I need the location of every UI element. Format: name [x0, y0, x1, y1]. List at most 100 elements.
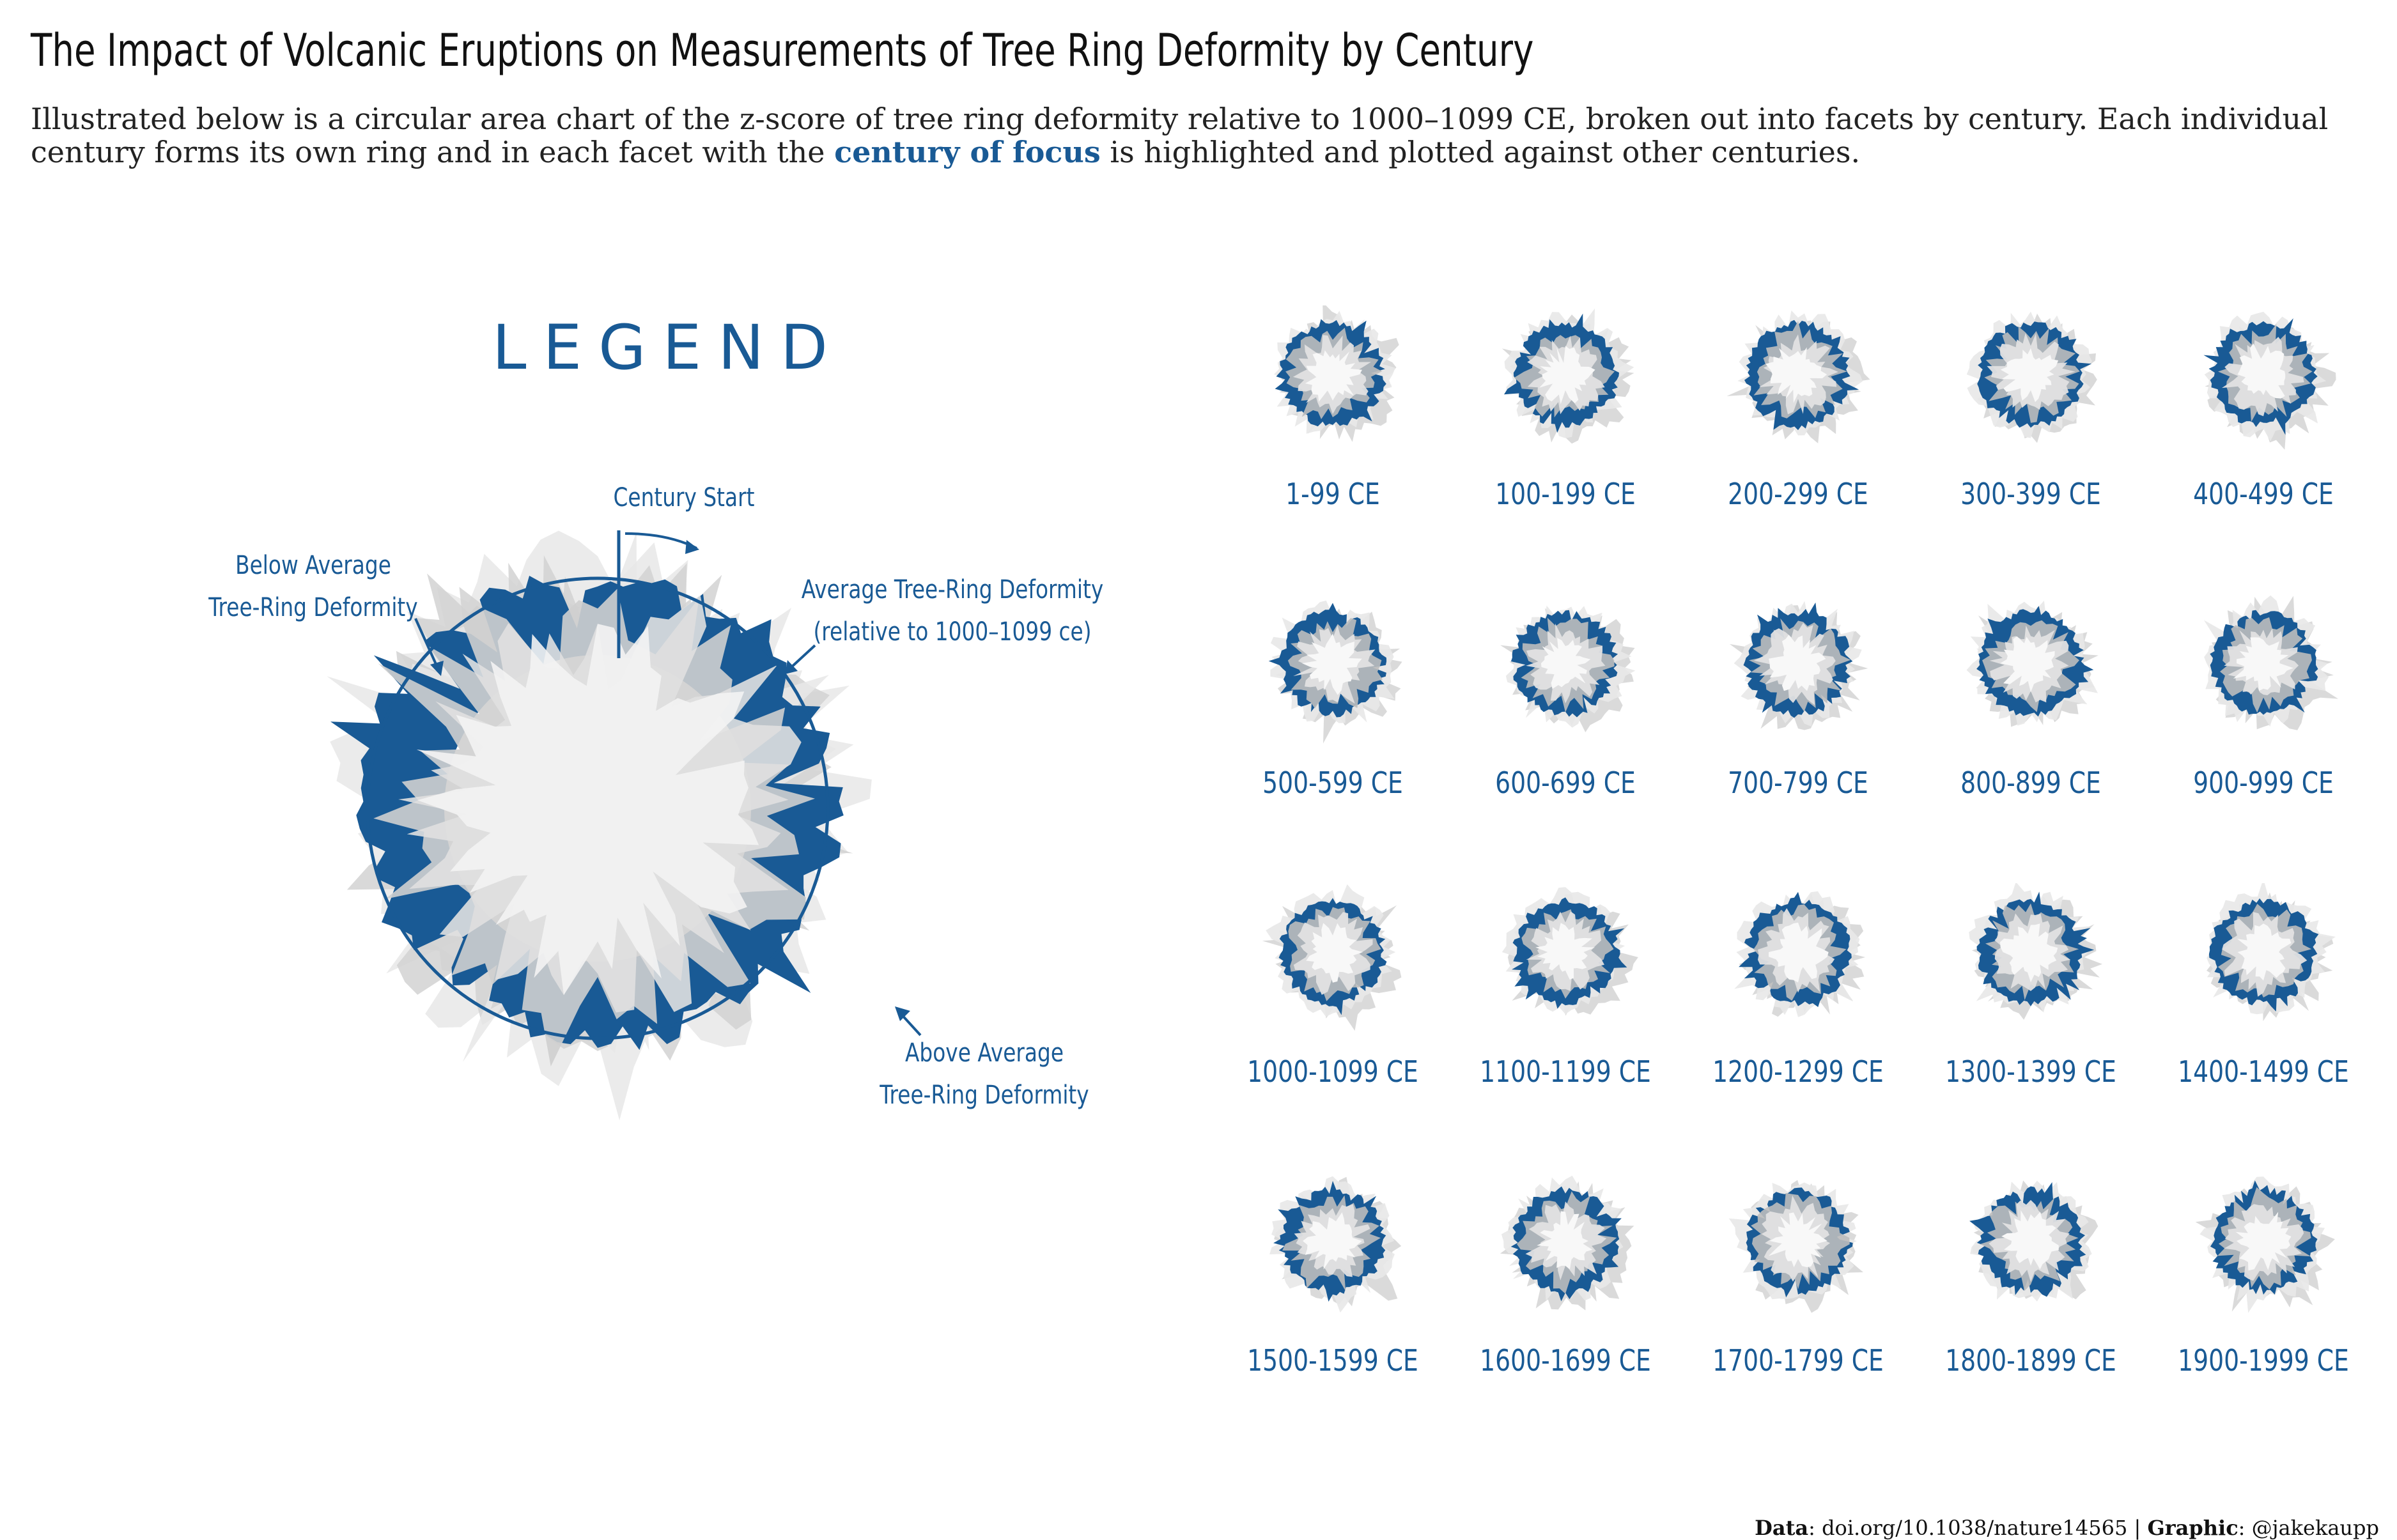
- legend-below-line1: Below Average: [235, 551, 391, 580]
- legend-average-line2: (relative to 1000–1099 ce): [813, 617, 1092, 647]
- legend-average-line1: Average Tree-Ring Deformity: [801, 575, 1104, 604]
- legend-above-arrowhead: [895, 1006, 910, 1021]
- facet-1600-1699-ce: 1600-1699 CE: [1450, 1172, 1680, 1383]
- facet-inner-spikes: [1305, 350, 1362, 402]
- facet-1900-1999-ce: 1900-1999 CE: [2148, 1172, 2378, 1383]
- facet-300-399-ce: 300-399 CE: [1916, 305, 2146, 516]
- facet-inner-spikes: [1768, 1212, 1827, 1268]
- facet-chart: [1969, 1180, 2098, 1302]
- facet-label: 1800-1899 CE: [1945, 1343, 2116, 1378]
- legend-label-century-start: Century Start: [589, 477, 778, 519]
- facet-label: 1400-1499 CE: [2178, 1054, 2349, 1089]
- facet-label: 300-399 CE: [1960, 477, 2101, 511]
- facet-label: 100-199 CE: [1495, 477, 1636, 511]
- facet-label: 1700-1799 CE: [1712, 1343, 1884, 1378]
- footer-data-value: : doi.org/10.1038/nature14565 |: [1808, 1516, 2148, 1540]
- facet-chart: [1734, 891, 1866, 1017]
- facet-400-499-ce: 400-499 CE: [2148, 305, 2378, 516]
- facet-inner-spikes: [1769, 922, 1829, 983]
- facet-label: 1200-1299 CE: [1712, 1054, 1884, 1089]
- facet-1400-1499-ce: 1400-1499 CE: [2148, 883, 2378, 1094]
- facet-chart: [1268, 600, 1402, 744]
- facet-label: 1000-1099 CE: [1247, 1054, 1418, 1089]
- facet-1-99-ce: 1-99 CE: [1218, 305, 1448, 516]
- legend-label-above-average: Above Average Tree-Ring Deformity: [880, 1032, 1089, 1116]
- facet-label: 900-999 CE: [2193, 766, 2334, 800]
- facet-inner-spikes: [1539, 346, 1595, 404]
- facet-inner-spikes: [2235, 1212, 2292, 1271]
- legend-title: LEGEND: [492, 312, 844, 383]
- legend-below-line2: Tree-Ring Deformity: [208, 593, 418, 622]
- facet-chart: [2203, 311, 2336, 450]
- facet-chart: [2207, 883, 2336, 1021]
- legend-inner-spike-area: [416, 624, 759, 996]
- facet-chart: [1726, 310, 1870, 443]
- facet-label: 1100-1199 CE: [1480, 1054, 1651, 1089]
- facet-chart: [1262, 884, 1402, 1031]
- facet-inner-spikes: [2000, 923, 2058, 983]
- facet-label: 500-599 CE: [1262, 766, 1403, 800]
- facet-inner-spikes: [2000, 348, 2059, 403]
- facet-label: 700-799 CE: [1728, 766, 1868, 800]
- facet-inner-spikes: [2237, 343, 2286, 399]
- subtitle-text-2: is highlighted and plotted against other…: [1100, 135, 1861, 169]
- legend-below-arrowhead: [430, 661, 444, 676]
- legend-century-start-text: Century Start: [613, 483, 755, 512]
- facet-label: 200-299 CE: [1728, 477, 1868, 511]
- facet-inner-spikes: [1306, 923, 1363, 983]
- legend-above-line2: Tree-Ring Deformity: [880, 1081, 1089, 1110]
- facet-inner-spikes: [2233, 637, 2293, 691]
- facet-chart: [1273, 305, 1399, 442]
- facet-1500-1599-ce: 1500-1599 CE: [1218, 1172, 1448, 1383]
- facet-900-999-ce: 900-999 CE: [2148, 594, 2378, 805]
- legend-average-arrowhead: [785, 660, 798, 674]
- facet-1800-1899-ce: 1800-1899 CE: [1916, 1172, 2146, 1383]
- legend-label-below-average: Below Average Tree-Ring Deformity: [208, 544, 418, 629]
- facet-chart: [1501, 308, 1634, 444]
- facet-inner-spikes: [1769, 635, 1826, 691]
- facet-chart: [1500, 605, 1636, 732]
- legend-label-average: Average Tree-Ring Deformity (relative to…: [800, 569, 1105, 653]
- facet-chart: [1729, 601, 1868, 730]
- subtitle-highlight: century of focus: [834, 135, 1101, 169]
- footer-graphic-label: Graphic: [2147, 1516, 2238, 1540]
- facet-inner-spikes: [1537, 1211, 1593, 1270]
- facet-600-699-ce: 600-699 CE: [1450, 594, 1680, 805]
- legend-average-pointer: [789, 644, 816, 669]
- facet-chart: [1501, 887, 1638, 1016]
- facet-1000-1099-ce: 1000-1099 CE: [1218, 883, 1448, 1094]
- footer-data-label: Data: [1755, 1516, 1809, 1540]
- facet-inner-spikes: [2000, 636, 2055, 693]
- facet-chart: [1269, 1176, 1402, 1313]
- facet-800-899-ce: 800-899 CE: [1916, 594, 2146, 805]
- facet-chart: [2203, 595, 2338, 730]
- footer-credits: Data: doi.org/10.1038/nature14565 | Grap…: [1755, 1516, 2379, 1540]
- facet-inner-spikes: [1540, 638, 1591, 689]
- facet-label: 1-99 CE: [1285, 477, 1380, 511]
- facet-inner-spikes: [2001, 1210, 2059, 1270]
- facet-1200-1299-ce: 1200-1299 CE: [1683, 883, 1913, 1094]
- page-title: The Impact of Volcanic Eruptions on Meas…: [31, 24, 1534, 77]
- legend-below-pointer: [414, 618, 439, 669]
- facet-chart: [2195, 1176, 2335, 1313]
- facet-label: 400-499 CE: [2193, 477, 2334, 511]
- facet-inner-spikes: [1535, 923, 1595, 980]
- facet-chart: [1728, 1180, 1863, 1313]
- facet-inner-spikes: [1765, 347, 1827, 403]
- legend-century-start-arrowhead: [685, 540, 699, 554]
- facet-inner-spikes: [1302, 633, 1362, 695]
- facet-500-599-ce: 500-599 CE: [1218, 594, 1448, 805]
- legend-inner-spikes: [373, 589, 815, 1066]
- facet-chart: [1969, 883, 2102, 1020]
- facet-chart: [1500, 1175, 1634, 1311]
- facet-label: 1300-1399 CE: [1945, 1054, 2116, 1089]
- legend-above-line1: Above Average: [904, 1038, 1064, 1068]
- facet-label: 800-899 CE: [1960, 766, 2101, 800]
- facet-inner-spikes: [1303, 1212, 1362, 1270]
- subtitle-text-1: Illustrated below is a circular area cha…: [31, 102, 2329, 169]
- facet-label: 1600-1699 CE: [1480, 1343, 1651, 1378]
- footer-graphic-value: : @jakekaupp: [2238, 1516, 2379, 1540]
- facet-label: 1900-1999 CE: [2178, 1343, 2349, 1378]
